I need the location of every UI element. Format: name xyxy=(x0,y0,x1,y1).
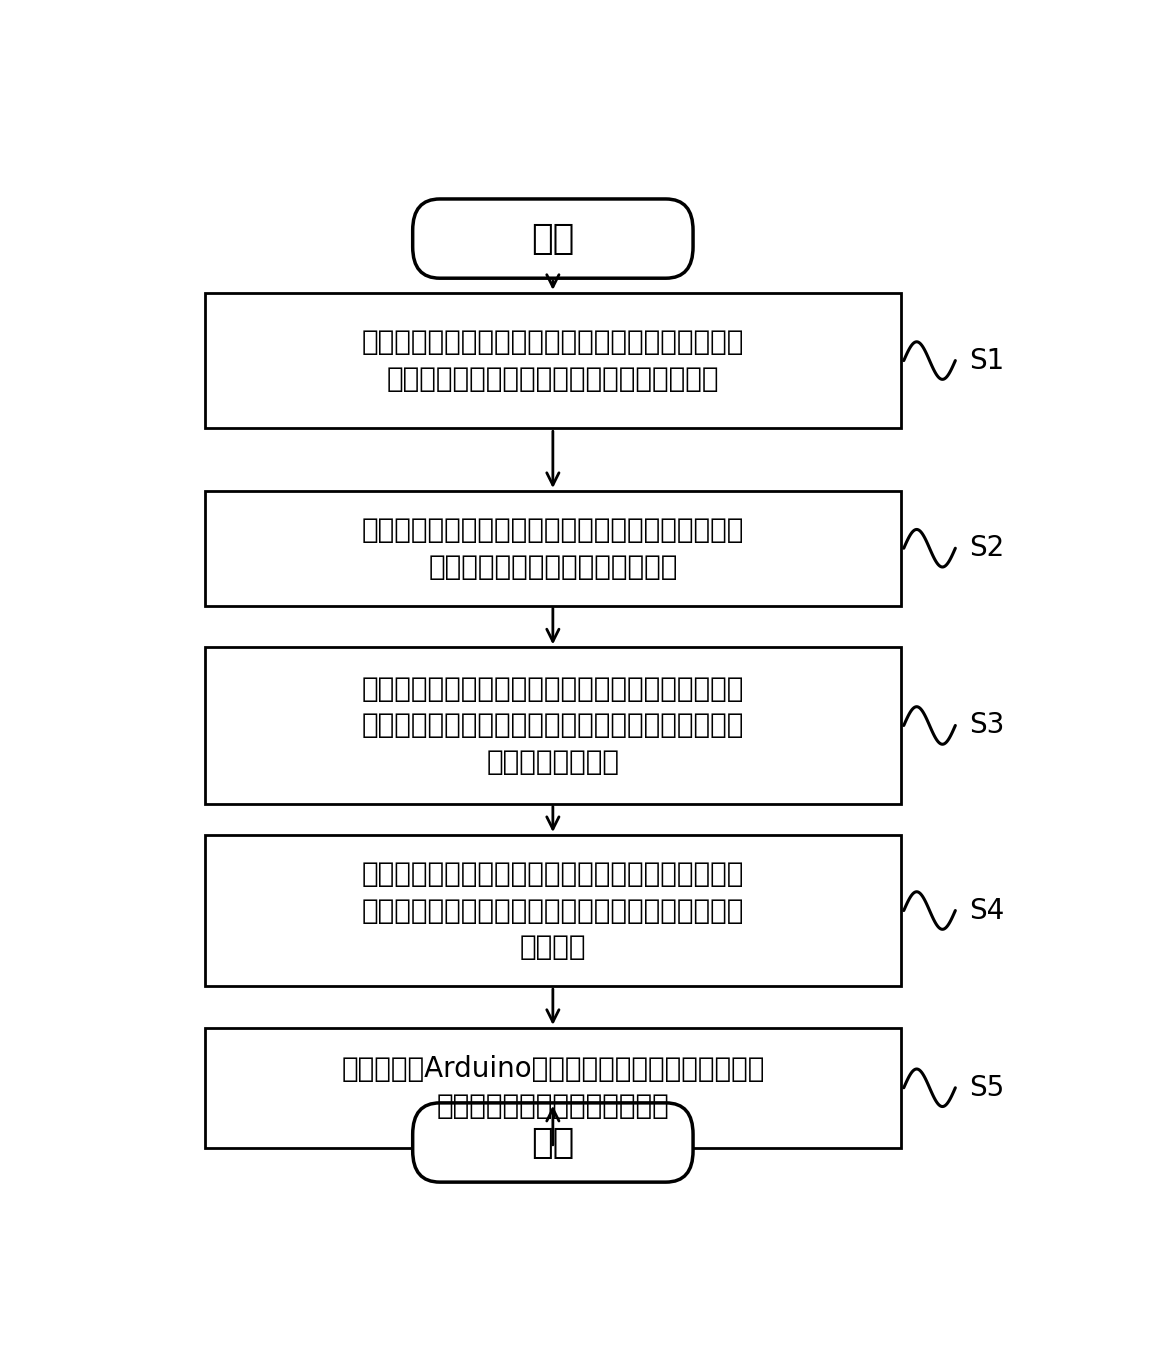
Text: 结束: 结束 xyxy=(531,1125,574,1159)
Bar xyxy=(204,835,901,986)
Text: 微控制器将控制参数转换为电平信号并发送至继电器
模块，以开启继电器模块的控制端: 微控制器将控制参数转换为电平信号并发送至继电器 模块，以开启继电器模块的控制端 xyxy=(362,516,745,581)
Text: S5: S5 xyxy=(969,1074,1004,1102)
Text: 磁力模块在Arduino的无线遥控下将数字微流控芯片
上的磁珠与液滴进行分离和混合: 磁力模块在Arduino的无线遥控下将数字微流控芯片 上的磁珠与液滴进行分离和混… xyxy=(341,1055,764,1120)
Text: S3: S3 xyxy=(969,711,1005,739)
Text: 继电器模块当电平信号作用到控制端时被控端闭合，
使得电源驱动模块、继电器模块的被控端、数字微流
控芯片形成电回路: 继电器模块当电平信号作用到控制端时被控端闭合， 使得电源驱动模块、继电器模块的被… xyxy=(362,674,745,776)
Bar xyxy=(204,647,901,804)
Text: 上位机基于用户操作编辑加电顺序得到数字微流控芯
片的控制参数，并将控制参数输出至微控制器: 上位机基于用户操作编辑加电顺序得到数字微流控芯 片的控制参数，并将控制参数输出至… xyxy=(362,328,745,393)
Text: 电源驱动模块当继电器模块的被控端闭合时为数字微
流控芯片提供驱动电压，以驱动数字微流控芯片上的
液滴移动: 电源驱动模块当继电器模块的被控端闭合时为数字微 流控芯片提供驱动电压，以驱动数字… xyxy=(362,860,745,961)
FancyBboxPatch shape xyxy=(413,199,693,278)
Text: S2: S2 xyxy=(969,535,1004,562)
Text: 开始: 开始 xyxy=(531,222,574,256)
Bar xyxy=(204,492,901,605)
Bar xyxy=(204,292,901,428)
Text: S1: S1 xyxy=(969,347,1004,375)
FancyBboxPatch shape xyxy=(413,1104,693,1182)
Bar xyxy=(204,1028,901,1148)
Text: S4: S4 xyxy=(969,896,1004,925)
